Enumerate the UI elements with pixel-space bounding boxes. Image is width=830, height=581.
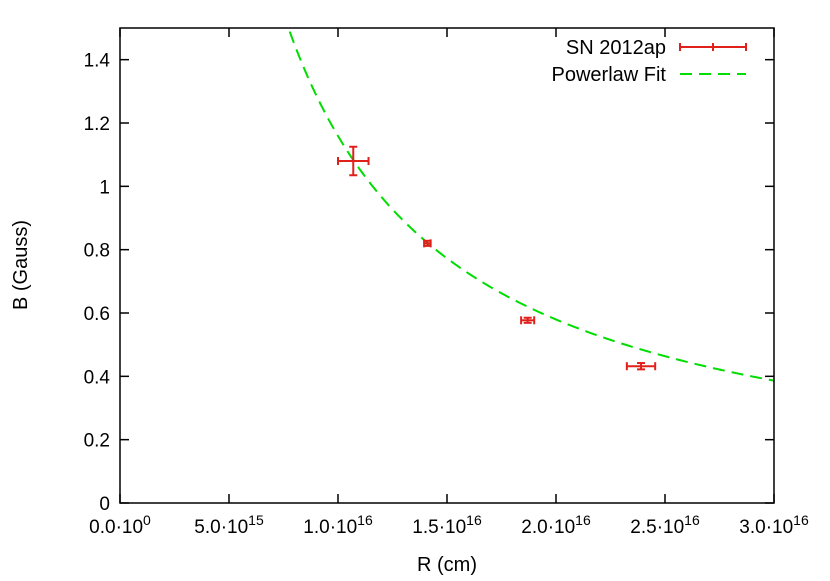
y-tick-label: 0.6 xyxy=(84,304,110,325)
x-tick-label: 3.0·1016 xyxy=(739,512,809,538)
legend: SN 2012ap Powerlaw Fit xyxy=(552,37,747,86)
x-tick-label: 0.0·100 xyxy=(89,512,151,538)
data-point xyxy=(423,239,432,248)
y-tick-label: 0.2 xyxy=(84,431,110,452)
x-tick-label: 1.0·1016 xyxy=(303,512,373,538)
fit-curve xyxy=(287,28,774,382)
axis-ticks xyxy=(119,28,775,504)
y-tick-label: 1 xyxy=(99,177,110,198)
y-axis-label: B (Gauss) xyxy=(10,220,32,310)
plot-frame xyxy=(119,27,775,504)
legend-label-data: SN 2012ap xyxy=(566,37,666,59)
x-tick-exponent: 16 xyxy=(575,512,591,528)
y-tick-label: 0.4 xyxy=(84,367,111,388)
y-tick-label: 1.2 xyxy=(84,114,110,135)
x-tick-mantissa: 2.5 xyxy=(630,517,656,538)
x-tick-mantissa: 0.0 xyxy=(89,517,115,538)
y-tick-label: 0 xyxy=(99,494,110,515)
tick-labels: 0 0.2 0.4 0.6 0.8 1 1.2 1.4 0.0·100 5.0·1015 1.0·1… xyxy=(84,51,809,538)
data-point xyxy=(625,362,657,371)
x-tick-label: 1.5·1016 xyxy=(412,512,482,538)
y-tick-label: 0.8 xyxy=(84,241,110,262)
x-axis-label: R (cm) xyxy=(417,554,477,576)
x-tick-exponent: 16 xyxy=(684,512,700,528)
x-tick-mantissa: 1.5 xyxy=(412,517,438,538)
y-tick-label: 1.4 xyxy=(84,51,111,72)
legend-sample-errorbar xyxy=(679,43,747,51)
data-point xyxy=(520,316,536,325)
x-tick-label: 5.0·1015 xyxy=(194,512,264,538)
x-tick-exponent: 16 xyxy=(793,512,809,528)
x-tick-mantissa: 5.0 xyxy=(194,517,220,538)
x-tick-label: 2.5·1016 xyxy=(630,512,700,538)
x-tick-mantissa: 1.0 xyxy=(303,517,329,538)
data-point xyxy=(337,145,370,177)
legend-label-fit: Powerlaw Fit xyxy=(552,64,667,86)
fit-layer xyxy=(287,28,774,382)
x-tick-mantissa: 2.0 xyxy=(521,517,547,538)
x-tick-exponent: 16 xyxy=(466,512,482,528)
x-tick-exponent: 0 xyxy=(143,512,151,528)
x-tick-exponent: 16 xyxy=(357,512,373,528)
x-tick-label: 2.0·1016 xyxy=(521,512,591,538)
x-tick-exponent: 15 xyxy=(248,512,264,528)
points-layer xyxy=(337,145,657,371)
x-tick-mantissa: 3.0 xyxy=(739,517,765,538)
